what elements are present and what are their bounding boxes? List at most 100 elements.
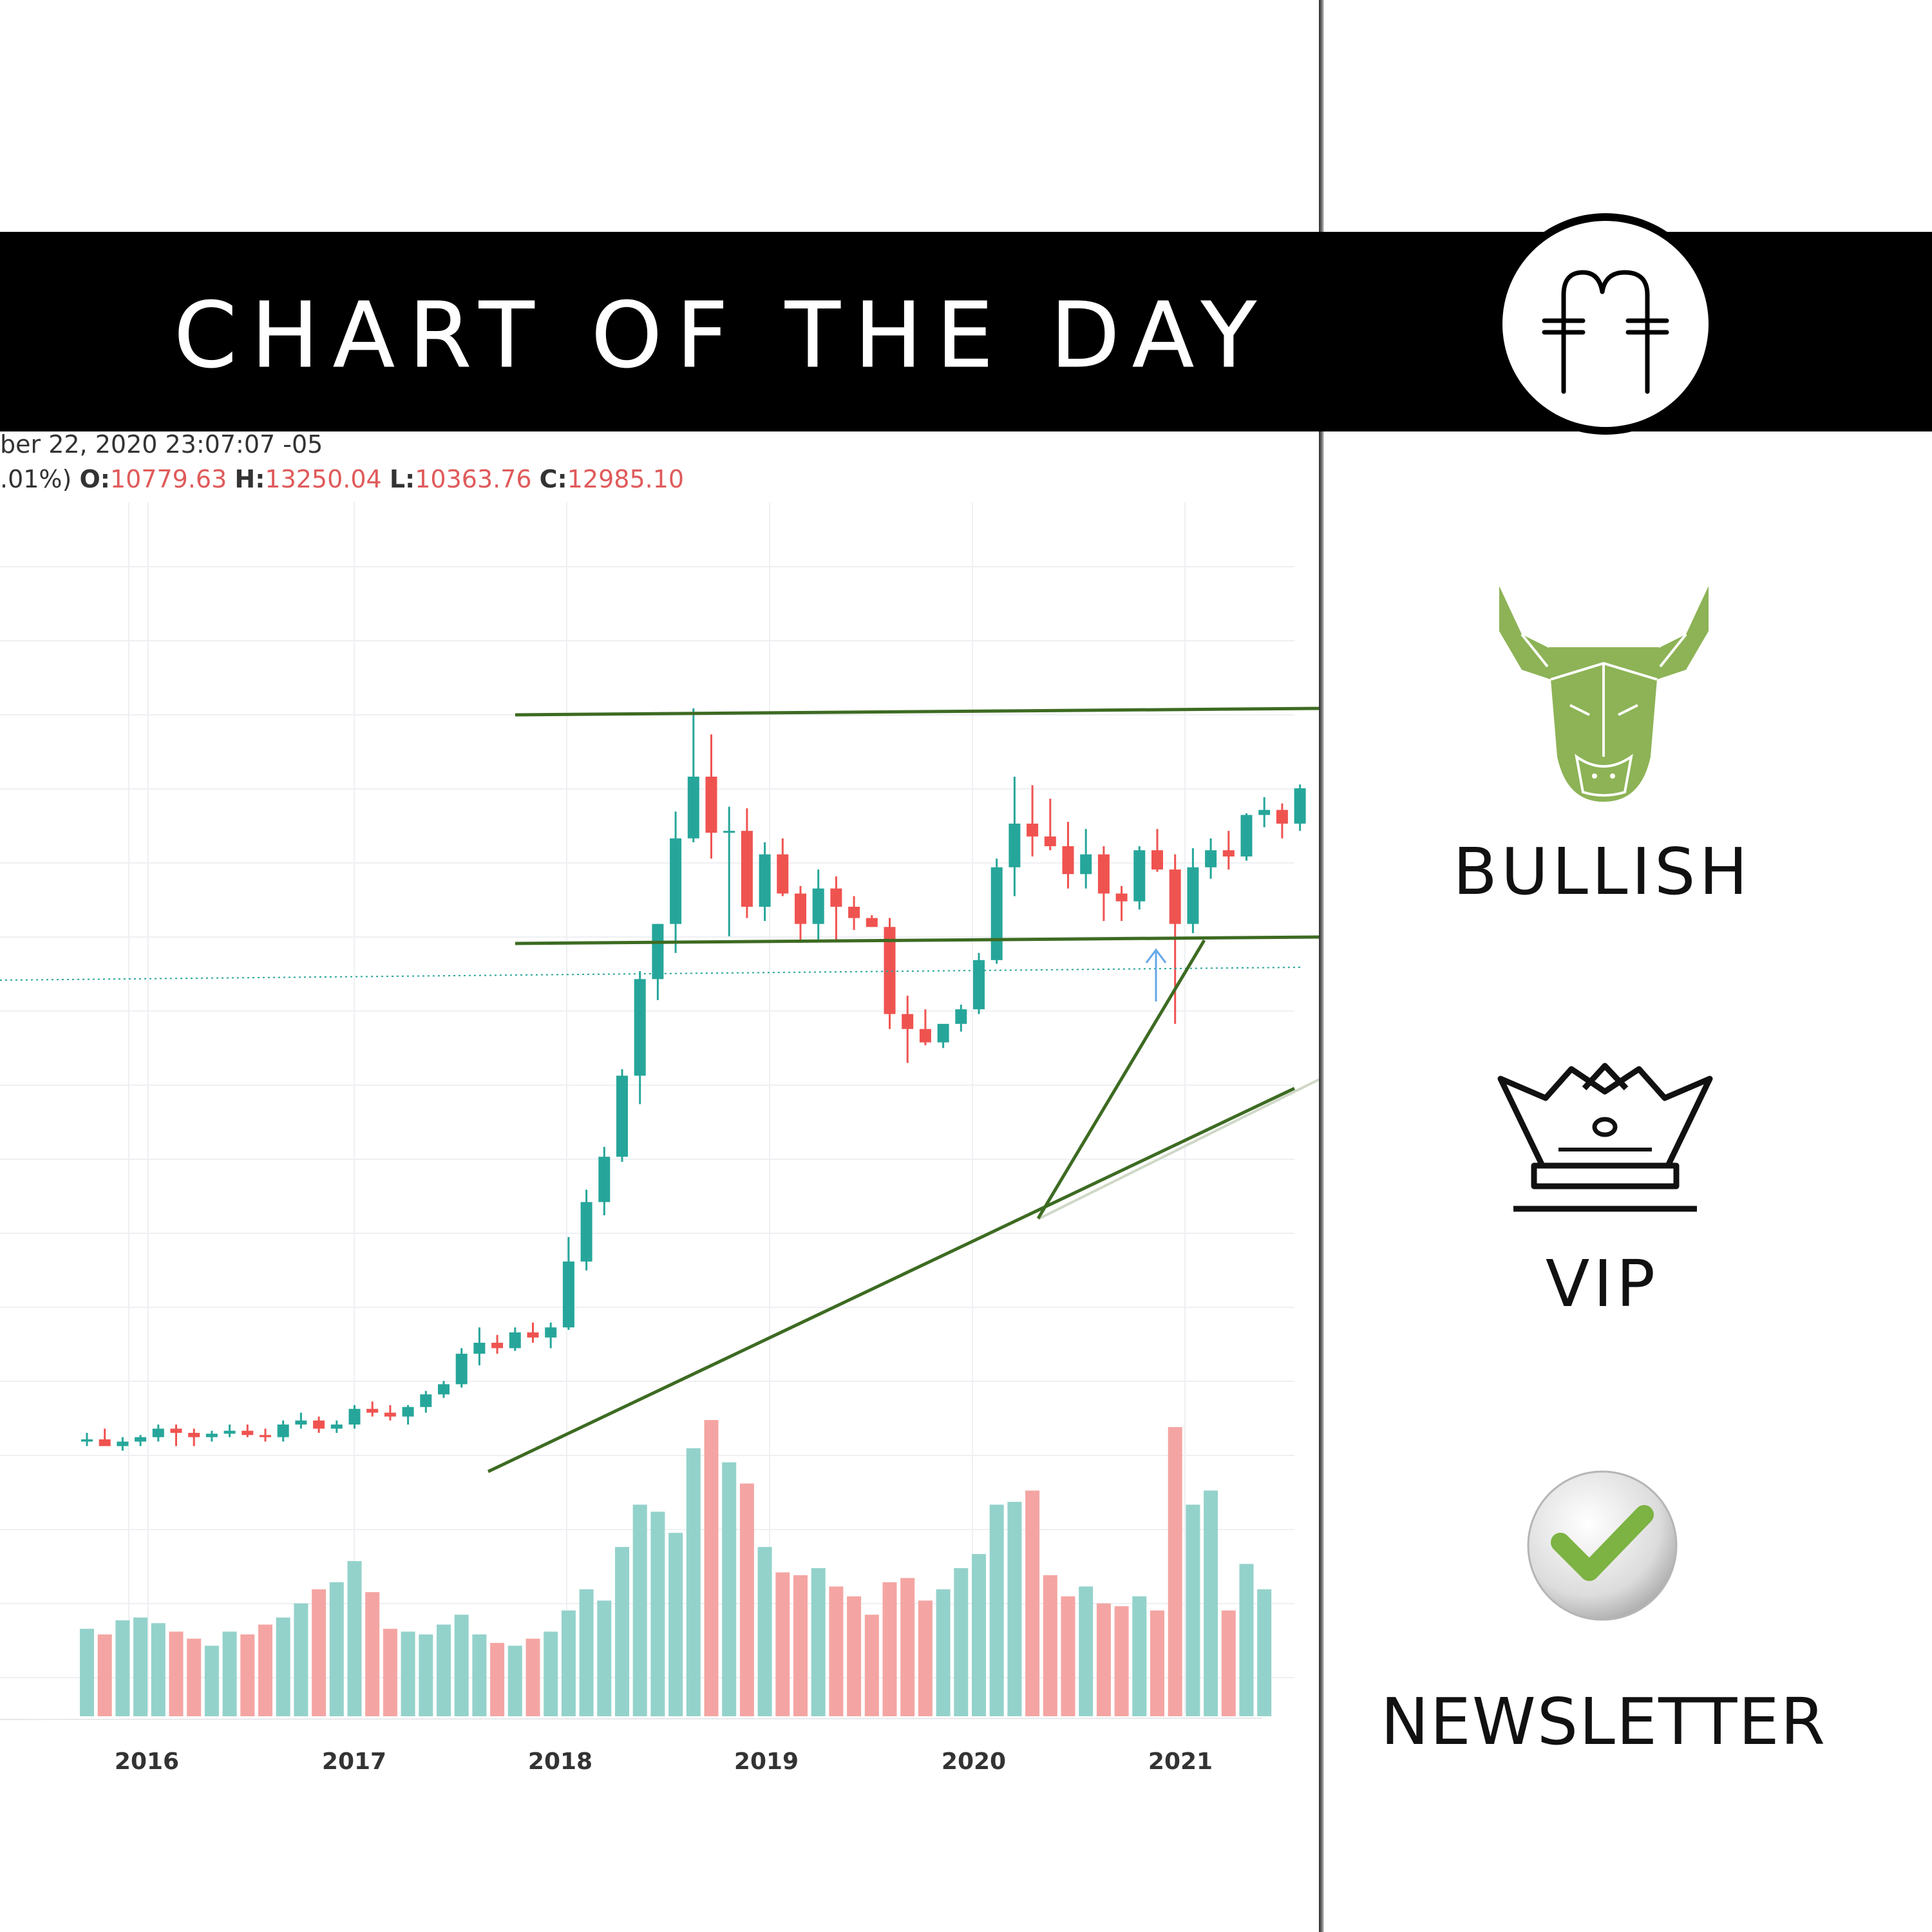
crown-icon (1497, 1063, 1713, 1212)
volume-bar (133, 1617, 148, 1716)
candle-body (759, 854, 771, 907)
candle-body (1187, 867, 1199, 924)
volume-bar (97, 1634, 112, 1716)
x-tick-label: 2021 (1148, 1748, 1213, 1775)
candle-body (509, 1332, 521, 1349)
volume-bar (1096, 1603, 1111, 1716)
high-value: 13250.04 (265, 465, 382, 493)
candle-body (117, 1441, 129, 1446)
volume-bar (615, 1547, 629, 1716)
volume-bar (1204, 1490, 1218, 1716)
candle-body (1294, 788, 1306, 824)
candle-body (634, 979, 646, 1076)
volume-bar (1132, 1596, 1147, 1716)
open-value: 10779.63 (109, 465, 227, 493)
candle-body (866, 918, 878, 927)
volume-bar (80, 1629, 94, 1716)
newsletter-label: NEWSLETTER (1380, 1684, 1827, 1759)
candle-body (455, 1354, 468, 1385)
candle-body (81, 1439, 93, 1442)
candle-body (919, 1028, 931, 1043)
up-arrow-head (1145, 948, 1167, 963)
candle-body (170, 1428, 182, 1433)
x-tick-label: 2020 (942, 1748, 1006, 1775)
candle-body (937, 1023, 949, 1043)
volume-bar (686, 1448, 701, 1716)
candle-body (473, 1343, 486, 1354)
candle-body (277, 1424, 289, 1437)
candle-body (1222, 850, 1235, 857)
volume-bar (1186, 1504, 1200, 1716)
banner-title: CHART OF THE DAY (174, 283, 1271, 389)
steep-trendline (1036, 939, 1206, 1220)
x-tick-label: 2016 (115, 1748, 179, 1775)
volume-bar (401, 1631, 415, 1716)
candle-body (1097, 854, 1110, 894)
price-chart: 2016 2017 2018 2019 2020 2021 (0, 502, 1321, 1775)
ohlc-timestamp: ber 22, 2020 23:07:07 -05 (0, 430, 323, 459)
volume-bar (632, 1504, 647, 1716)
candle-body (402, 1406, 414, 1417)
support-trendline-ext (1037, 1077, 1321, 1220)
candle-body (652, 923, 664, 980)
candle-body (777, 854, 789, 894)
volume-bar (918, 1600, 933, 1716)
volume-bar (419, 1634, 433, 1716)
close-label: C: (539, 465, 567, 493)
open-label: O: (79, 465, 110, 493)
volume-bar (383, 1629, 397, 1716)
bull-head-icon (1499, 586, 1709, 802)
volume-bar (526, 1638, 540, 1716)
candle-body (848, 907, 860, 918)
candle-body (1169, 869, 1181, 924)
candle-body (242, 1430, 254, 1435)
checkmark-icon (1527, 1470, 1678, 1621)
volume-bar (757, 1547, 772, 1716)
bullish-label: BULLISH (1453, 834, 1752, 909)
volume-bar (294, 1603, 308, 1716)
x-tick-label: 2019 (734, 1748, 799, 1775)
candle-body (152, 1428, 164, 1437)
candle-body (1080, 854, 1092, 875)
candle-body (973, 960, 985, 1010)
support-trendline (487, 1086, 1296, 1473)
volume-bar (704, 1420, 719, 1716)
candle-body (527, 1332, 539, 1338)
candle-body (1115, 893, 1128, 902)
volume-bar (240, 1634, 255, 1716)
volume-bar (151, 1623, 166, 1716)
ff-monogram-logo-icon (1495, 213, 1716, 435)
high-label: H: (234, 465, 265, 493)
volume-bar (597, 1600, 612, 1716)
vip-label: VIP (1545, 1246, 1660, 1321)
candle-body (562, 1261, 574, 1328)
volume-bar (972, 1554, 986, 1716)
candle-body (687, 776, 699, 838)
panel-divider (1319, 0, 1324, 1932)
volume-bar (579, 1589, 594, 1716)
candle-body (830, 888, 842, 907)
candle-body (330, 1424, 343, 1429)
volume-bar (561, 1610, 576, 1716)
volume-bar (900, 1578, 915, 1716)
volume-bar (222, 1631, 237, 1716)
candle-body (795, 893, 806, 924)
volume-bar (1007, 1502, 1022, 1716)
candle-body (1151, 850, 1163, 870)
candle-body (545, 1327, 557, 1338)
candle-body (955, 1009, 967, 1024)
volume-bar (437, 1624, 451, 1716)
x-tick-label: 2017 (322, 1748, 386, 1775)
volume-bar (739, 1483, 754, 1716)
volume-bar (1168, 1426, 1182, 1716)
close-value: 12985.10 (567, 465, 685, 493)
volume-bar (1221, 1610, 1236, 1716)
volume-bar (1150, 1610, 1164, 1716)
volume-bar (490, 1643, 505, 1716)
low-value: 10363.76 (415, 465, 532, 493)
volume-bar (1079, 1586, 1094, 1716)
volume-bar (544, 1631, 558, 1716)
volume-bar (329, 1582, 344, 1716)
volume-bar (204, 1645, 219, 1716)
candle-body (1009, 823, 1021, 867)
